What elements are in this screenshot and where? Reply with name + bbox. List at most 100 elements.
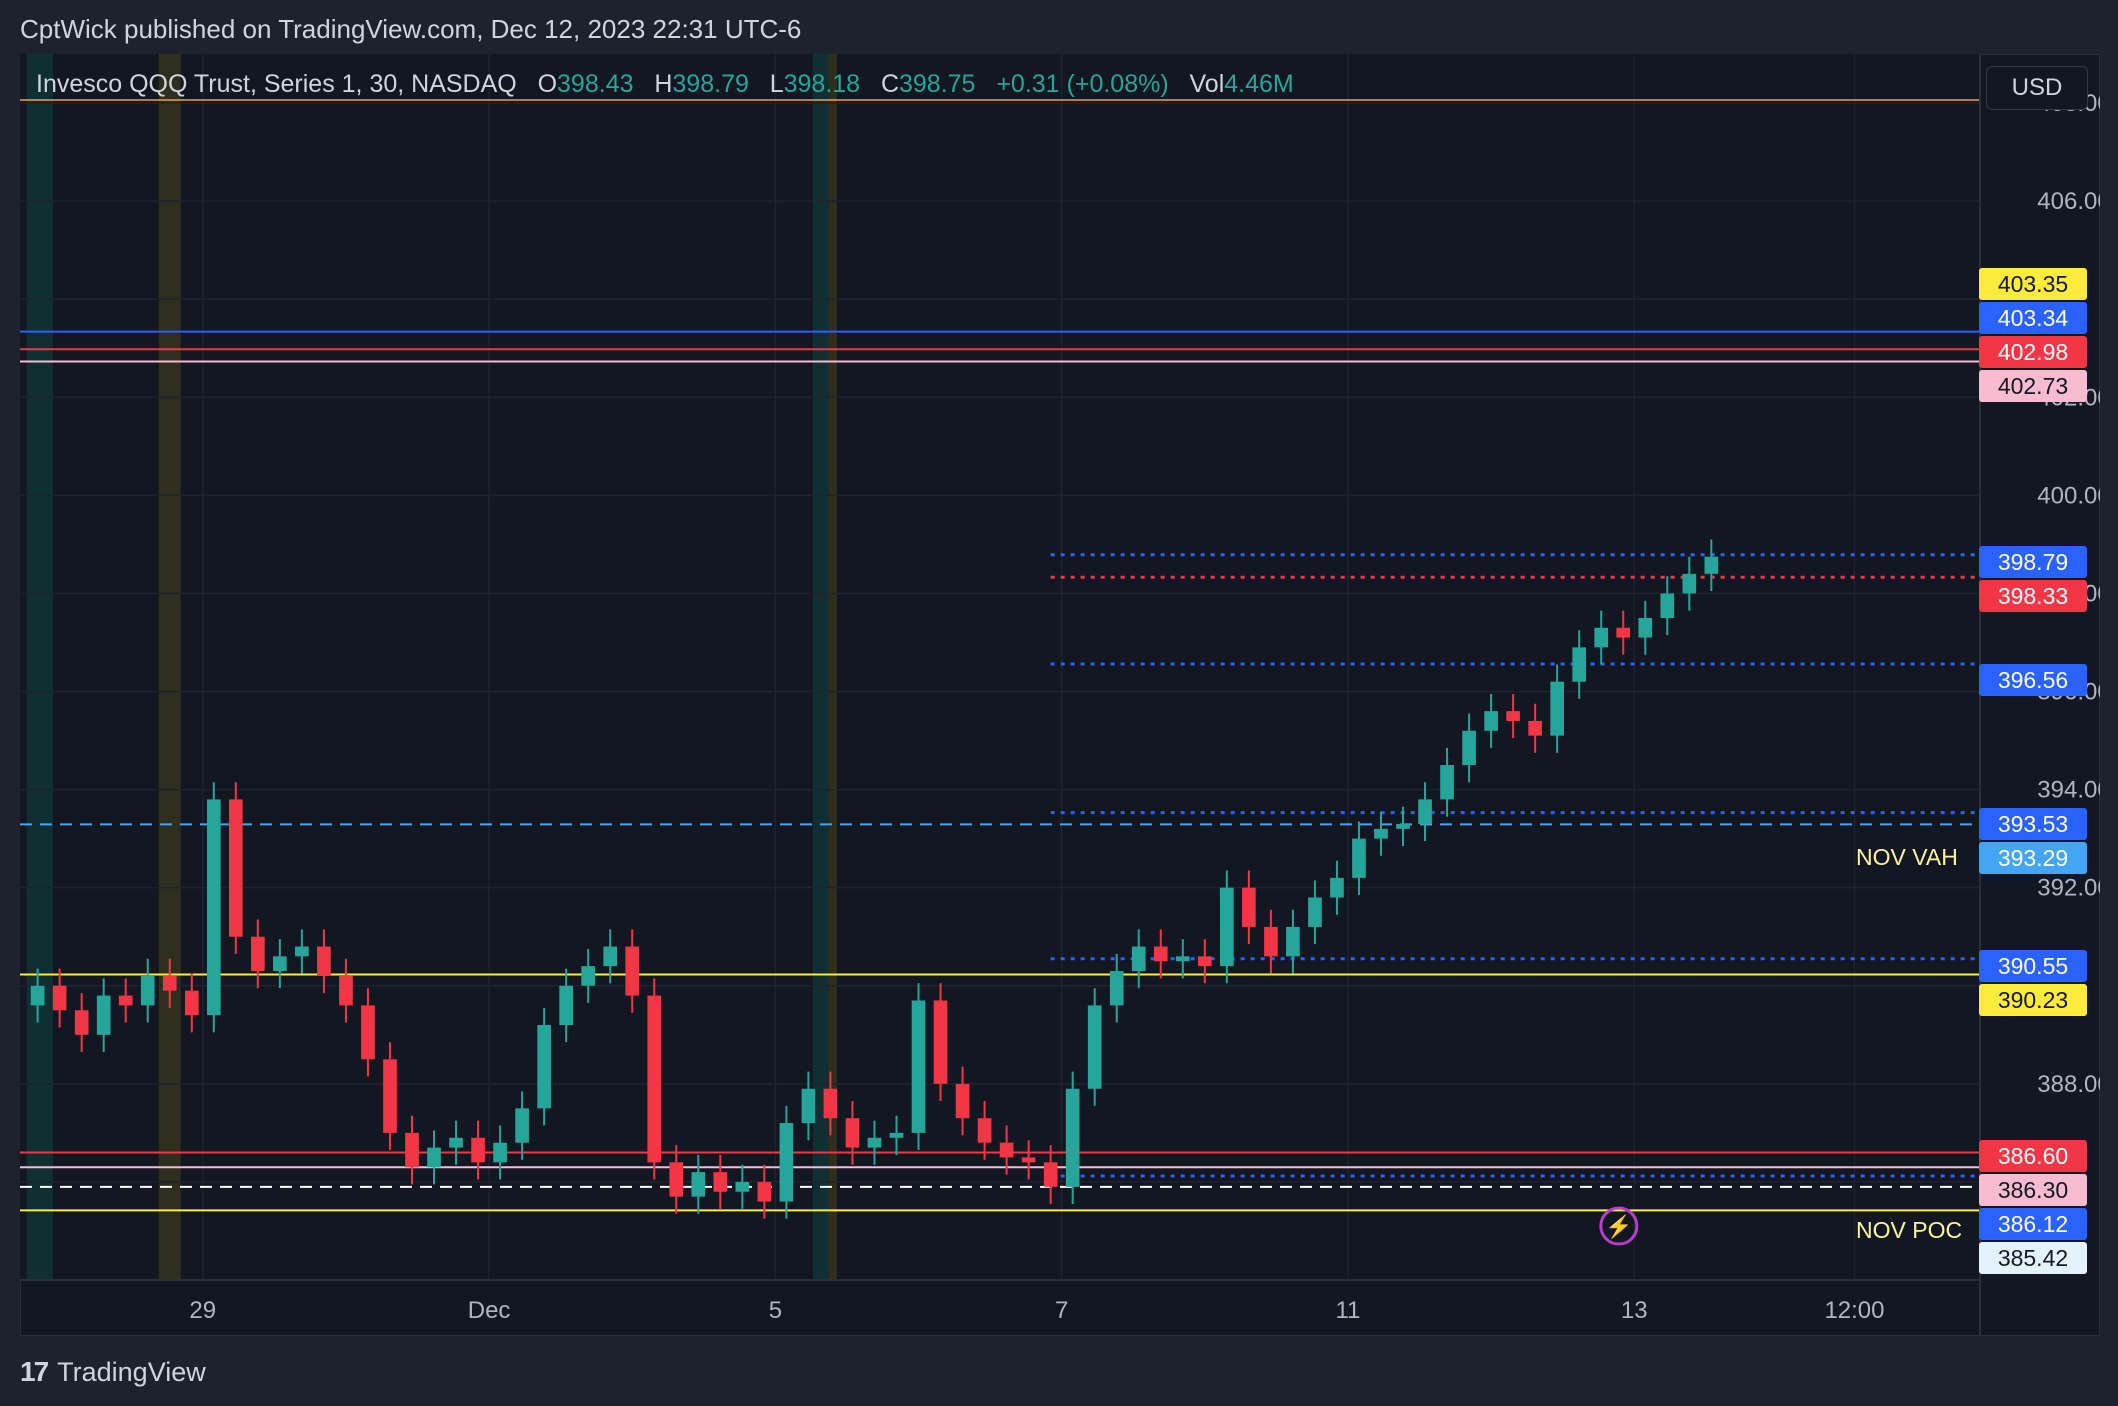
price-axis-label: 390.23 (1979, 984, 2087, 1016)
session-band (26, 54, 54, 1280)
price-axis-label: 393.29 (1979, 842, 2087, 874)
price-axis-label: 403.35 (1979, 268, 2087, 300)
price-axis-label: 385.42 (1979, 1242, 2087, 1274)
candle-body (911, 1000, 926, 1133)
candle-body (1462, 730, 1476, 766)
price-axis-label: 386.30 (1979, 1174, 2087, 1206)
candle-body (625, 946, 640, 996)
candle-body (1550, 681, 1564, 736)
high-label: H (654, 70, 673, 98)
price-axis-label: 403.34 (1979, 302, 2087, 334)
candle-body (383, 1059, 397, 1133)
candle-body (1682, 573, 1697, 594)
candle-body (140, 975, 155, 1006)
candle-body (581, 966, 596, 986)
candle-body (52, 985, 67, 1011)
change-value: +0.31 (+0.08%) (996, 70, 1169, 98)
candle-body (228, 799, 243, 937)
candle-body (1131, 946, 1146, 972)
y-tick-label: 394.00 (2037, 777, 2100, 804)
y-tick-label: 388.00 (2037, 1071, 2100, 1098)
symbol-title: Invesco QQQ Trust, Series 1, 30, NASDAQ (36, 70, 517, 98)
y-tick-label: 406.00 (2037, 188, 2100, 215)
candle-body (1264, 926, 1278, 957)
x-tick-label: 29 (189, 1297, 216, 1324)
candle-body (735, 1181, 750, 1192)
candle-body (1594, 627, 1609, 648)
candle-body (1704, 556, 1719, 574)
candle-body (1087, 1005, 1102, 1089)
candle-body (713, 1172, 728, 1192)
candle-body (1418, 799, 1432, 824)
currency-button[interactable]: USD (1986, 66, 2088, 110)
candlestick-chart[interactable]: 408.00406.00402.00400.00398.00396.00394.… (20, 54, 2100, 1336)
price-axis-label: 402.73 (1979, 370, 2087, 402)
candle-body (30, 985, 45, 1006)
y-tick-label: 392.00 (2037, 875, 2100, 902)
open-label: O (537, 70, 558, 98)
price-axis-label: 398.33 (1979, 580, 2087, 612)
candle-body (933, 1000, 948, 1084)
candle-body (405, 1132, 419, 1168)
price-axis-label: 386.12 (1979, 1208, 2087, 1240)
candle-body (206, 799, 221, 1016)
candle-body (1175, 956, 1190, 962)
candle-body (74, 1010, 89, 1035)
close-label: C (880, 70, 899, 98)
candle-body (251, 936, 265, 972)
candle-body (273, 956, 287, 972)
candle-body (1506, 711, 1520, 721)
x-tick-label: 7 (1055, 1297, 1068, 1324)
footer-brand[interactable]: 17 TradingView (20, 1356, 206, 1388)
candle-body (1308, 897, 1322, 927)
candle-body (867, 1137, 882, 1148)
low-value: 398.18 (783, 70, 861, 98)
candle-body (823, 1088, 838, 1119)
candle-body (317, 946, 331, 976)
candle-body (801, 1088, 816, 1124)
lightning-icon (1599, 1206, 1639, 1246)
session-band (158, 54, 181, 1280)
candle-body (1572, 647, 1587, 682)
candle-body (1220, 887, 1234, 967)
candle-body (339, 975, 353, 1006)
candle-body (757, 1181, 772, 1202)
candle-body (955, 1083, 970, 1119)
candle-body (1286, 926, 1300, 957)
session-band (828, 54, 838, 1280)
candle-body (184, 990, 199, 1016)
candle-body (669, 1162, 684, 1197)
candle-body (493, 1142, 507, 1163)
candle-body (845, 1118, 860, 1148)
candle-body (162, 975, 177, 991)
candle-body (118, 995, 133, 1006)
candle-body (1065, 1088, 1080, 1187)
open-value: 398.43 (557, 70, 634, 98)
close-value: 398.75 (899, 70, 976, 98)
candle-body (1660, 593, 1675, 618)
x-tick-label: Dec (468, 1297, 511, 1324)
candle-body (449, 1137, 463, 1148)
candle-body (361, 1005, 375, 1060)
candle-body (1528, 720, 1542, 736)
candle-body (427, 1147, 441, 1168)
candle-body (1330, 877, 1344, 898)
candle-body (1352, 838, 1366, 878)
ohlc-legend: Invesco QQQ Trust, Series 1, 30, NASDAQ … (36, 70, 1294, 99)
candle-body (1616, 627, 1631, 638)
price-axis-label: 390.55 (1979, 950, 2087, 982)
candle-body (295, 946, 309, 957)
tradingview-logo-icon: 17 (20, 1356, 49, 1387)
price-axis-label: 393.53 (1979, 808, 2087, 840)
candle-body (1484, 711, 1498, 731)
candle-body (603, 946, 618, 967)
x-tick-label: 11 (1335, 1297, 1360, 1324)
candle-body (1043, 1162, 1058, 1187)
price-axis-label: 396.56 (1979, 664, 2087, 696)
lightning-icon-glyph: ⚡ (1605, 1214, 1632, 1240)
candle-body (96, 995, 111, 1035)
annotation-label: NOV POC (1856, 1217, 1963, 1243)
x-tick-label: 13 (1621, 1297, 1648, 1324)
candle-body (1242, 887, 1256, 927)
plot-background (20, 54, 1980, 1280)
